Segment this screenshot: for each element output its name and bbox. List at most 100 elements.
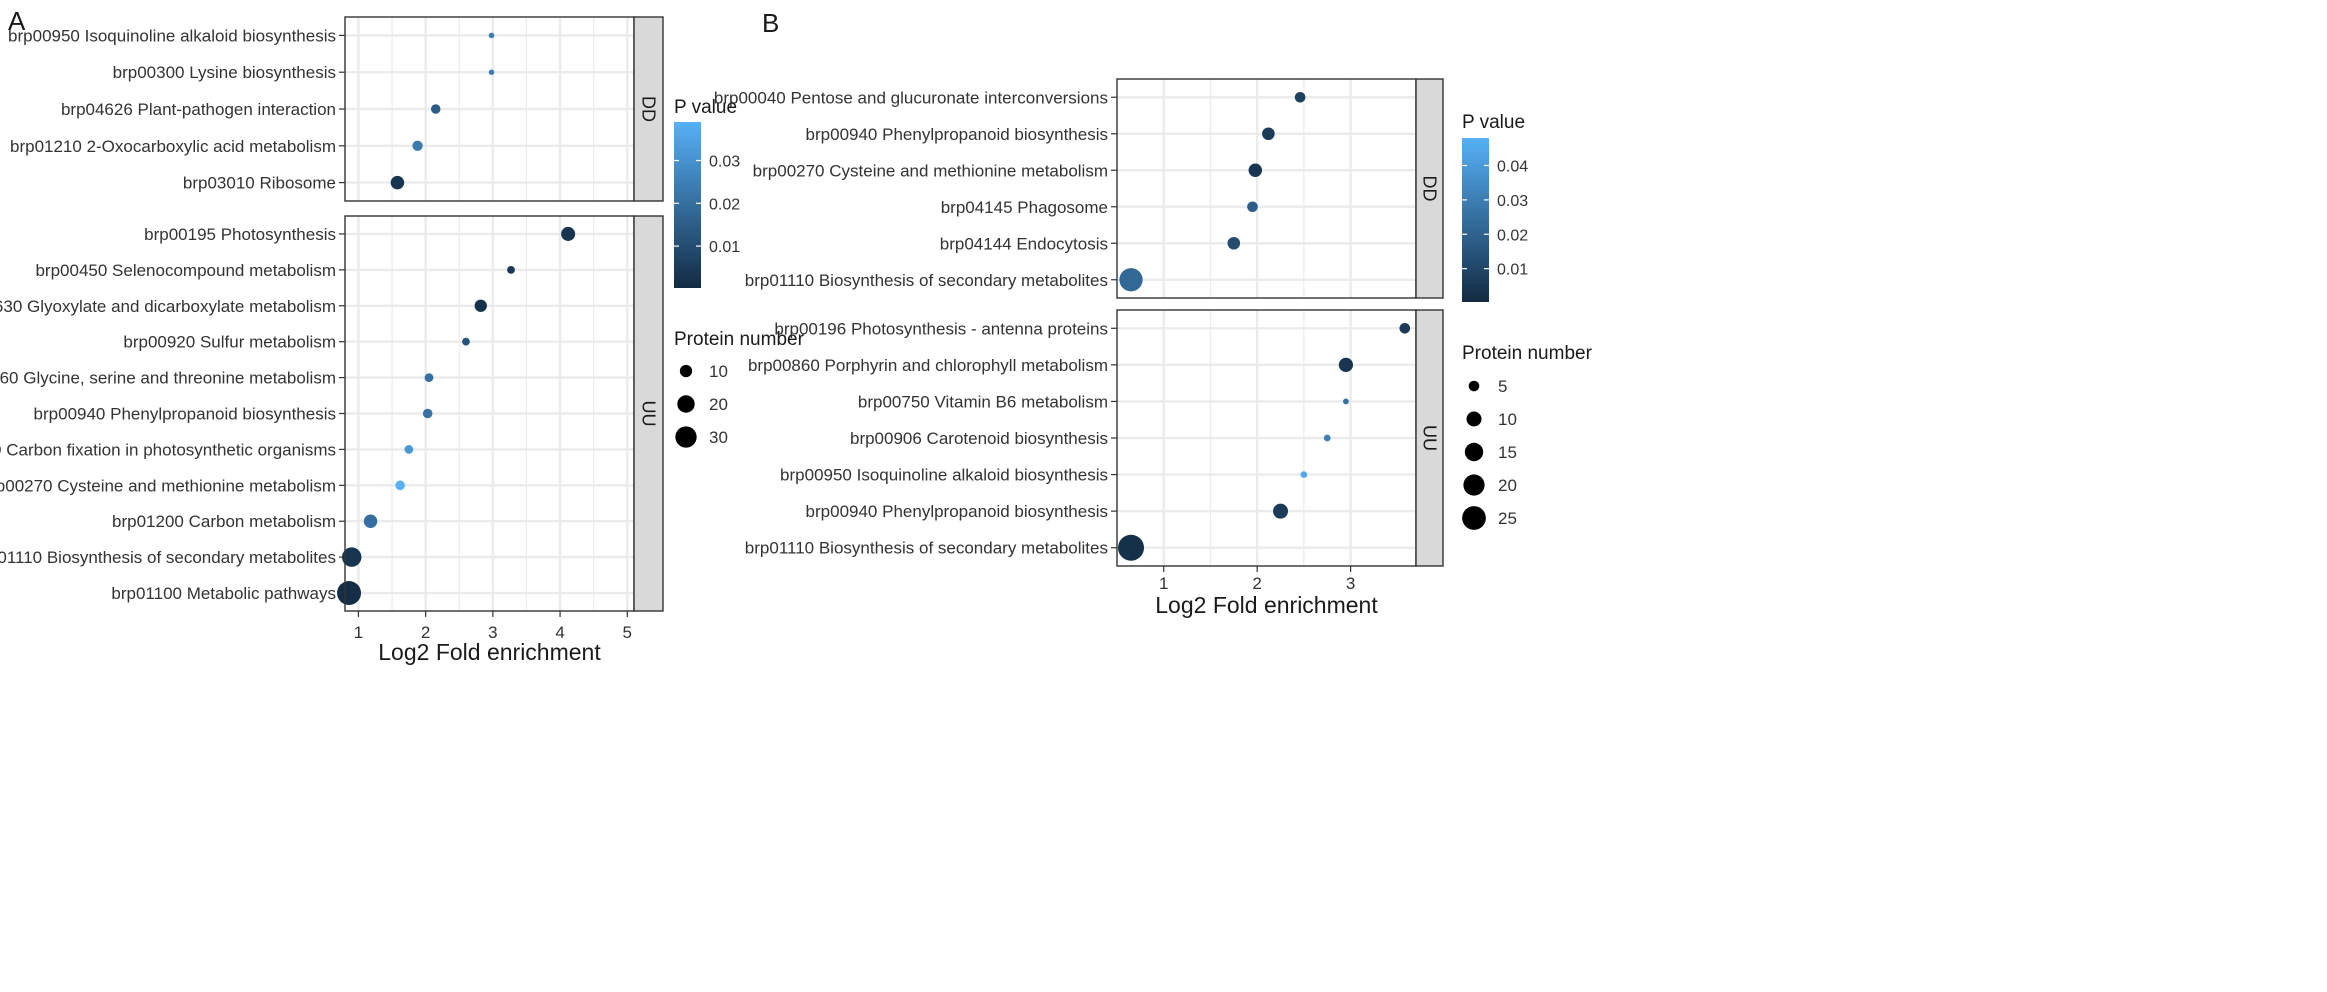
row-label: brp00940 Phenylpropanoid biosynthesis	[806, 502, 1108, 521]
panel-label: A	[8, 6, 26, 36]
data-point	[1300, 471, 1308, 478]
colorbar-title: P value	[674, 97, 737, 118]
data-point	[561, 226, 576, 241]
facet-DD: brp00040 Pentose and glucuronate interco…	[714, 78, 1444, 299]
data-point	[1343, 398, 1349, 405]
x-tick-label: 1	[1159, 574, 1168, 593]
row-label: brp00860 Porphyrin and chlorophyll metab…	[748, 356, 1108, 375]
size-legend-label: 20	[709, 395, 728, 414]
row-label: brp00920 Sulfur metabolism	[123, 333, 336, 352]
x-tick-label: 1	[354, 623, 363, 642]
facet-strip	[633, 215, 664, 612]
x-tick-label: 2	[1252, 574, 1261, 593]
data-point	[1294, 91, 1306, 103]
colorbar-tick-label: 0.03	[709, 154, 740, 171]
row-label: brp00450 Selenocompound metabolism	[35, 261, 336, 280]
facet-strip	[1415, 309, 1444, 567]
row-label: brp00940 Phenylpropanoid biosynthesis	[806, 125, 1108, 144]
size-legend-dot	[1462, 506, 1486, 530]
size-legend-dot	[1463, 474, 1485, 496]
panel-label: B	[762, 8, 779, 38]
row-label: brp00270 Cysteine and methionine metabol…	[0, 476, 336, 495]
row-label: brp00950 Isoquinoline alkaloid biosynthe…	[8, 26, 336, 45]
row-label: brp00195 Photosynthesis	[144, 225, 336, 244]
data-point	[422, 408, 433, 419]
row-label: brp00300 Lysine biosynthesis	[113, 63, 336, 82]
size-legend-label: 25	[1498, 509, 1517, 528]
size-legend-label: 20	[1498, 476, 1517, 495]
facet-DD: brp00950 Isoquinoline alkaloid biosynthe…	[8, 16, 664, 202]
facet-UU: brp00196 Photosynthesis - antenna protei…	[745, 309, 1444, 567]
colorbar-tick-label: 0.03	[1497, 193, 1528, 210]
facet-strip-label: UU	[1420, 425, 1440, 451]
size-legend-dot	[675, 426, 697, 448]
size-legend-title: Protein number	[674, 329, 805, 350]
size-legend-label: 5	[1498, 377, 1507, 396]
size-legend-label: 10	[1498, 410, 1517, 429]
row-label: brp01110 Biosynthesis of secondary metab…	[745, 271, 1108, 290]
data-point	[1273, 503, 1289, 519]
x-axis-title: Log2 Fold enrichment	[1155, 592, 1378, 618]
row-label: brp00196 Photosynthesis - antenna protei…	[774, 319, 1108, 338]
row-label: brp01200 Carbon metabolism	[112, 512, 336, 531]
size-legend-dot	[1466, 411, 1482, 427]
row-label: brp00750 Vitamin B6 metabolism	[858, 392, 1108, 411]
colorbar-tick-label: 0.01	[1497, 262, 1528, 279]
x-tick-label: 2	[421, 623, 430, 642]
data-point	[1399, 322, 1411, 334]
data-point	[1247, 201, 1258, 213]
size-legend-dot	[1464, 442, 1484, 462]
row-label: brp00906 Carotenoid biosynthesis	[850, 429, 1108, 448]
row-label: brp00950 Isoquinoline alkaloid biosynthe…	[780, 466, 1108, 485]
facet-strip-label: DD	[1420, 176, 1440, 202]
data-point	[412, 140, 423, 151]
x-tick-label: 4	[555, 623, 564, 642]
data-point	[1119, 268, 1143, 292]
data-point	[1262, 127, 1275, 141]
size-legend-label: 30	[709, 428, 728, 447]
data-point	[462, 337, 470, 346]
row-label: brp00270 Cysteine and methionine metabol…	[753, 161, 1108, 180]
colorbar-tick-label: 0.04	[1497, 159, 1528, 176]
data-point	[507, 265, 515, 274]
size-legend-dot	[677, 395, 695, 413]
row-label: brp00630 Glyoxylate and dicarboxylate me…	[0, 297, 336, 316]
data-point	[337, 581, 362, 606]
facet-strip-label: UU	[639, 401, 659, 427]
data-point	[424, 373, 434, 382]
colorbar	[1462, 138, 1489, 302]
row-label: brp01210 2-Oxocarboxylic acid metabolism	[10, 137, 336, 156]
data-point	[341, 547, 362, 567]
colorbar	[674, 122, 701, 288]
data-point	[363, 514, 378, 528]
facet-UU: brp00195 Photosynthesis brp00450 Selenoco…	[0, 215, 664, 612]
row-label: brp01110 Biosynthesis of secondary metab…	[0, 548, 336, 567]
data-point	[390, 175, 405, 190]
data-point	[1248, 163, 1263, 177]
size-legend-label: 15	[1498, 443, 1517, 462]
x-axis-title: Log2 Fold enrichment	[378, 639, 601, 665]
row-label: brp03010 Ribosome	[183, 174, 336, 193]
colorbar-tick-label: 0.02	[709, 196, 740, 213]
data-point	[488, 69, 495, 75]
row-label: brp00260 Glycine, serine and threonine m…	[0, 369, 336, 388]
size-legend-label: 10	[709, 362, 728, 381]
data-point	[1118, 534, 1145, 561]
row-label: brp00940 Phenylpropanoid biosynthesis	[34, 405, 336, 424]
row-label: brp01100 Metabolic pathways	[111, 584, 336, 603]
row-label: brp04145 Phagosome	[941, 198, 1108, 217]
facet-strip-label: DD	[639, 96, 659, 122]
size-legend-dot	[679, 364, 693, 378]
x-tick-label: 3	[488, 623, 497, 642]
facet-background	[1117, 79, 1416, 298]
data-point	[488, 32, 495, 39]
facet-strip	[633, 16, 664, 202]
row-label: brp00710 Carbon fixation in photosynthet…	[0, 440, 336, 459]
data-point	[430, 104, 441, 114]
colorbar-tick-label: 0.01	[709, 239, 740, 256]
row-label: brp04626 Plant-pathogen interaction	[61, 100, 336, 119]
data-point	[1323, 434, 1331, 442]
